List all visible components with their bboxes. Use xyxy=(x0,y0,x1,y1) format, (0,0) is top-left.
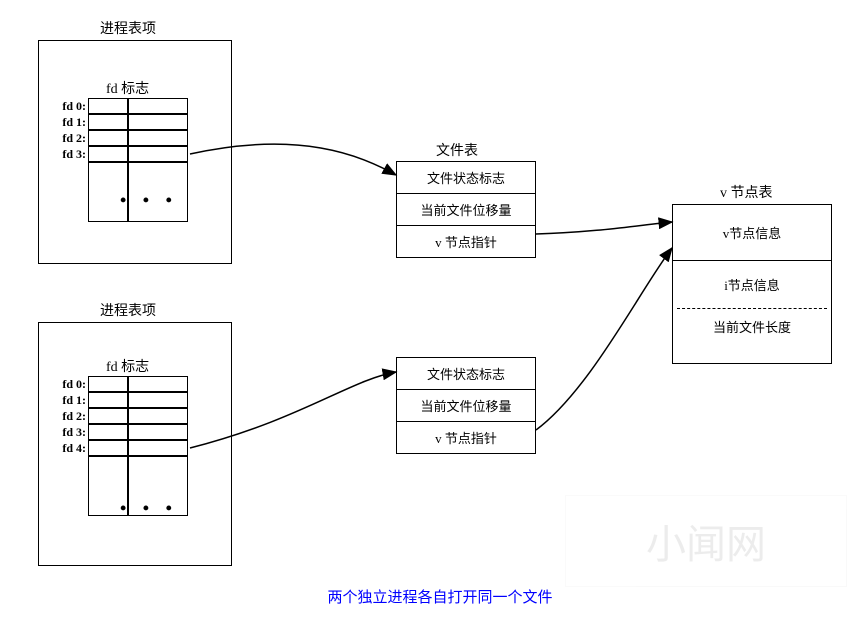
fd-ptr-cell xyxy=(128,114,188,130)
watermark: 小闻网 xyxy=(565,495,847,587)
fd-flag-cell xyxy=(88,130,128,146)
filetable2-stack: 文件状态标志 当前文件位移量 v 节点指针 xyxy=(396,358,536,454)
filetable2-row: 文件状态标志 xyxy=(396,357,536,390)
process2-fd-header: fd 标志 xyxy=(106,356,149,376)
fd-flag-cell xyxy=(88,392,128,408)
fd-label: fd 2: xyxy=(50,130,88,146)
filetable1-row: 当前文件位移量 xyxy=(396,193,536,226)
fd-label: fd 2: xyxy=(50,408,88,424)
fd-ptr-cell xyxy=(128,146,188,162)
fd-label: fd 4: xyxy=(50,440,88,456)
fd-label: fd 1: xyxy=(50,114,88,130)
fd-ptr-cell xyxy=(128,98,188,114)
vnode-row: 当前文件长度 xyxy=(673,309,831,344)
fd-label: fd 0: xyxy=(50,376,88,392)
filetable2-row: 当前文件位移量 xyxy=(396,389,536,422)
fd-flag-cell xyxy=(88,114,128,130)
fd-flag-cell xyxy=(88,424,128,440)
process1-dots: • • • xyxy=(120,190,178,211)
fd-ptr-cell xyxy=(128,130,188,146)
process2-dots: • • • xyxy=(120,498,178,519)
process1-fd-table: fd 0: fd 1: fd 2: fd 3: xyxy=(50,98,188,178)
fd-label: fd 1: xyxy=(50,392,88,408)
fd-ptr-cell xyxy=(128,408,188,424)
vnode-row: v节点信息 xyxy=(673,205,831,260)
filetable1-row: 文件状态标志 xyxy=(396,161,536,194)
fd-ptr-cell xyxy=(128,424,188,440)
filetable1-stack: 文件状态标志 当前文件位移量 v 节点指针 xyxy=(396,162,536,258)
process2-fd-table: fd 0: fd 1: fd 2: fd 3: fd 4: xyxy=(50,376,188,472)
vnode-box: v节点信息 i节点信息 当前文件长度 xyxy=(672,204,832,364)
fd-label: fd 3: xyxy=(50,424,88,440)
caption: 两个独立进程各自打开同一个文件 xyxy=(290,586,590,607)
process1-fd-header: fd 标志 xyxy=(106,78,149,98)
filetable1-row: v 节点指针 xyxy=(396,225,536,258)
process2-title: 进程表项 xyxy=(100,300,156,320)
fd-flag-cell xyxy=(88,440,128,456)
vnode-row: i节点信息 xyxy=(673,261,831,308)
fd-label: fd 3: xyxy=(50,146,88,162)
fd-flag-cell xyxy=(88,376,128,392)
fd-flag-cell xyxy=(88,98,128,114)
fd-label: fd 0: xyxy=(50,98,88,114)
fd-flag-cell xyxy=(88,408,128,424)
process1-title: 进程表项 xyxy=(100,18,156,38)
filetable2-row: v 节点指针 xyxy=(396,421,536,454)
fd-ptr-cell xyxy=(128,392,188,408)
fd-ptr-cell xyxy=(128,440,188,456)
fd-ptr-cell xyxy=(128,376,188,392)
vnode-title: v 节点表 xyxy=(720,182,773,202)
fd-flag-cell xyxy=(88,146,128,162)
filetable1-title: 文件表 xyxy=(436,140,478,160)
